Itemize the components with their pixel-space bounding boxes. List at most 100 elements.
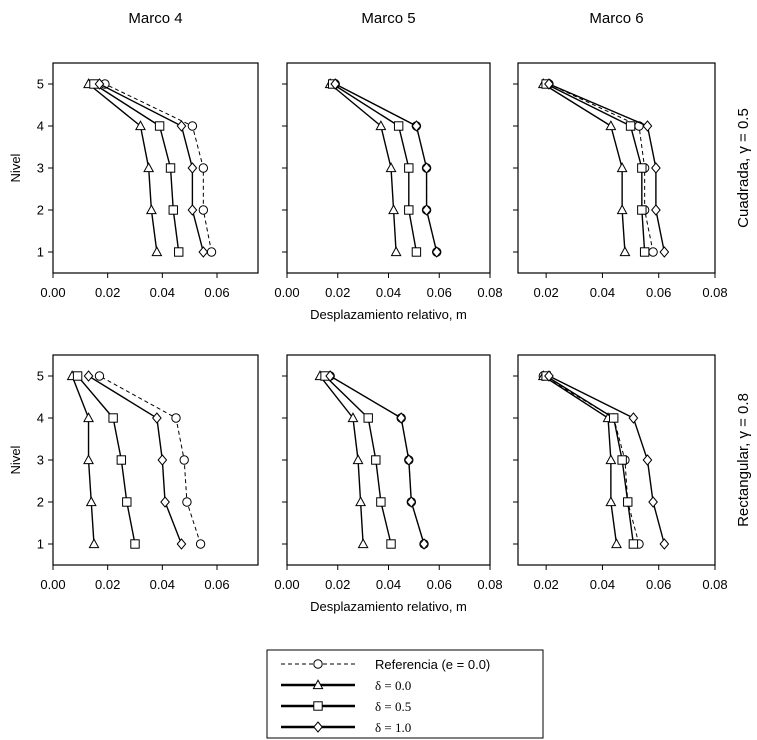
point-square: [376, 497, 386, 507]
series-line-square: [332, 83, 418, 253]
point-triangle: [388, 204, 400, 215]
y-tick-label: 2: [37, 495, 44, 510]
point-square: [404, 163, 414, 173]
x-tick-label: 0.00: [40, 285, 65, 300]
point-diamond: [176, 538, 187, 550]
point-diamond: [94, 78, 105, 90]
point-triangle: [616, 162, 628, 173]
x-axis-label-2: Desplazamiento relativo, m: [310, 599, 467, 614]
point-square: [637, 205, 647, 215]
column-title-3: Marco 6: [589, 10, 643, 27]
point-square: [628, 539, 639, 549]
series-circle: [538, 371, 644, 549]
point-diamond: [160, 496, 170, 508]
x-tick-label: 0.00: [274, 577, 299, 592]
x-tick-label: 0.06: [427, 285, 452, 300]
point-diamond: [330, 78, 341, 90]
point-square: [116, 455, 127, 465]
y-tick-label: 3: [37, 161, 44, 176]
panel-r1-c3: 0.02 0.04 0.06 0.08: [513, 62, 728, 300]
x-axis-label-1: Desplazamiento relativo, m: [310, 307, 467, 322]
point-square: [637, 163, 647, 173]
point-square: [174, 247, 184, 257]
x-tick-label: 0.04: [590, 285, 615, 300]
y-tick-label: 5: [37, 77, 44, 92]
series-line-circle: [334, 83, 438, 253]
point-triangle: [375, 120, 387, 131]
x-tick-label: 0.06: [646, 285, 671, 300]
y-tick-label: 5: [37, 369, 44, 384]
point-diamond: [396, 412, 407, 424]
x-tick-label: 0.06: [204, 577, 229, 592]
series-diamond: [330, 78, 442, 258]
point-triangle: [390, 246, 402, 257]
point-square: [617, 455, 627, 465]
point-triangle: [616, 204, 628, 215]
point-diamond: [419, 538, 429, 550]
legend-marker-diamond-icon: [313, 721, 323, 733]
point-diamond: [421, 204, 432, 216]
x-tick-label: 0.04: [376, 285, 401, 300]
point-triangle: [355, 496, 367, 507]
series-diamond: [325, 370, 429, 550]
legend: Referencia (e = 0.0) δ = 0.0 δ = 0.5 δ = 1.…: [266, 649, 544, 739]
series-line-square: [545, 83, 646, 253]
point-square: [393, 121, 404, 131]
point-circle: [198, 205, 209, 215]
y-axis-label-2: Nivel: [8, 445, 23, 474]
point-diamond: [176, 120, 187, 132]
point-diamond: [544, 78, 554, 90]
point-diamond: [648, 496, 658, 508]
series-square: [541, 79, 650, 257]
point-diamond: [83, 370, 94, 382]
point-square: [411, 247, 422, 257]
legend-label-circle: Referencia (e = 0.0): [375, 657, 490, 672]
row-label-1: Cuadrada, γ = 0.5: [735, 108, 752, 228]
series-diamond: [83, 370, 187, 550]
point-diamond: [628, 412, 639, 424]
x-tick-label: 0.08: [702, 577, 727, 592]
point-square: [168, 205, 178, 215]
legend-label-diamond: δ = 1.0: [375, 720, 411, 735]
series-diamond: [544, 78, 670, 258]
point-square: [130, 539, 140, 549]
x-tick-label: 0.08: [477, 285, 502, 300]
point-diamond: [642, 454, 653, 466]
x-tick-label: 0.08: [477, 577, 502, 592]
point-triangle: [611, 538, 622, 549]
series-diamond: [544, 370, 670, 550]
column-title-2: Marco 5: [361, 10, 415, 27]
series-triangle: [324, 78, 402, 257]
series-line-diamond: [88, 375, 183, 545]
x-tick-label: 0.04: [590, 577, 615, 592]
x-tick-label: 0.04: [150, 285, 175, 300]
legend-marker-triangle-icon: [312, 679, 324, 690]
point-triangle: [135, 120, 146, 131]
point-square: [72, 371, 83, 381]
point-diamond: [642, 120, 653, 132]
series-line-triangle: [542, 375, 618, 545]
point-triangle: [347, 412, 359, 423]
point-diamond: [152, 412, 162, 424]
y-tick-label: 3: [37, 453, 44, 468]
panel-r2-c3: 0.02 0.04 0.06 0.08: [513, 354, 728, 592]
plot-frame: [517, 62, 716, 274]
legend-label-square: δ = 0.5: [375, 699, 411, 714]
point-circle: [179, 455, 189, 465]
x-tick-label: 0.08: [702, 285, 727, 300]
plot-frame: [52, 354, 259, 566]
series-square: [541, 371, 639, 549]
point-triangle: [83, 412, 94, 423]
series-diamond: [94, 78, 209, 258]
point-square: [371, 455, 381, 465]
x-tick-label: 0.00: [40, 577, 65, 592]
point-square: [154, 121, 165, 131]
column-title-1: Marco 4: [128, 10, 182, 27]
point-square: [165, 163, 176, 173]
series-triangle: [66, 370, 100, 549]
point-circle: [198, 163, 209, 173]
series-circle: [94, 371, 206, 549]
series-triangle: [314, 370, 369, 549]
point-triangle: [357, 538, 369, 549]
point-square: [623, 497, 633, 507]
